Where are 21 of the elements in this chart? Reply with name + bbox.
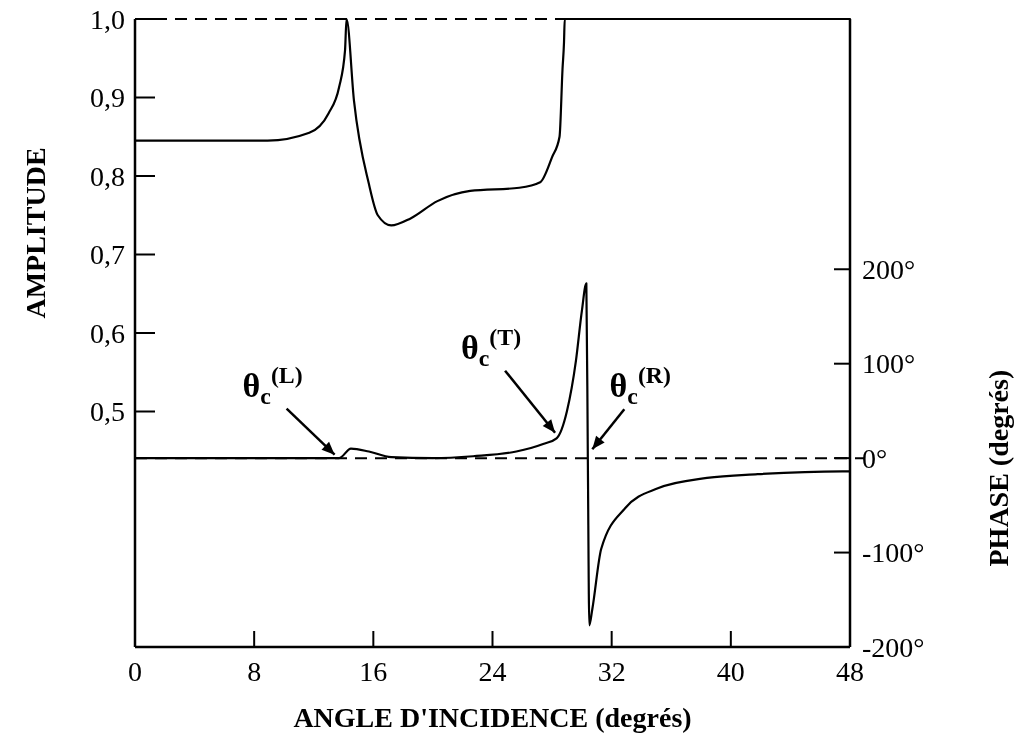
y2-tick-label: 200° xyxy=(862,254,916,286)
y2-tick-label: -200° xyxy=(862,631,925,663)
y-tick-label: 0,6 xyxy=(90,317,125,349)
x-tick-label: 48 xyxy=(836,656,864,687)
y2-axis-title: PHASE (degrés) xyxy=(983,369,1014,567)
x-tick-label: 0 xyxy=(128,656,142,687)
x-tick-label: 32 xyxy=(597,656,626,687)
x-tick-label: 40 xyxy=(716,656,745,687)
y-tick-label: 0,9 xyxy=(90,82,125,114)
y-tick-label: 0,8 xyxy=(90,160,125,192)
x-tick-label: 16 xyxy=(359,656,388,687)
y2-tick-label: 100° xyxy=(862,348,916,380)
y-tick-label: 0,5 xyxy=(90,396,125,428)
y-tick-label: 1,0 xyxy=(90,3,125,35)
x-tick-label: 8 xyxy=(247,656,262,687)
x-tick-label: 24 xyxy=(478,656,507,687)
x-axis-title: ANGLE D'INCIDENCE (degrés) xyxy=(293,702,692,733)
y-axis-title: AMPLITUDE xyxy=(20,147,51,319)
y2-tick-label: -100° xyxy=(862,537,925,569)
y2-tick-label: 0° xyxy=(862,442,888,474)
y-tick-label: 0,7 xyxy=(90,239,125,271)
